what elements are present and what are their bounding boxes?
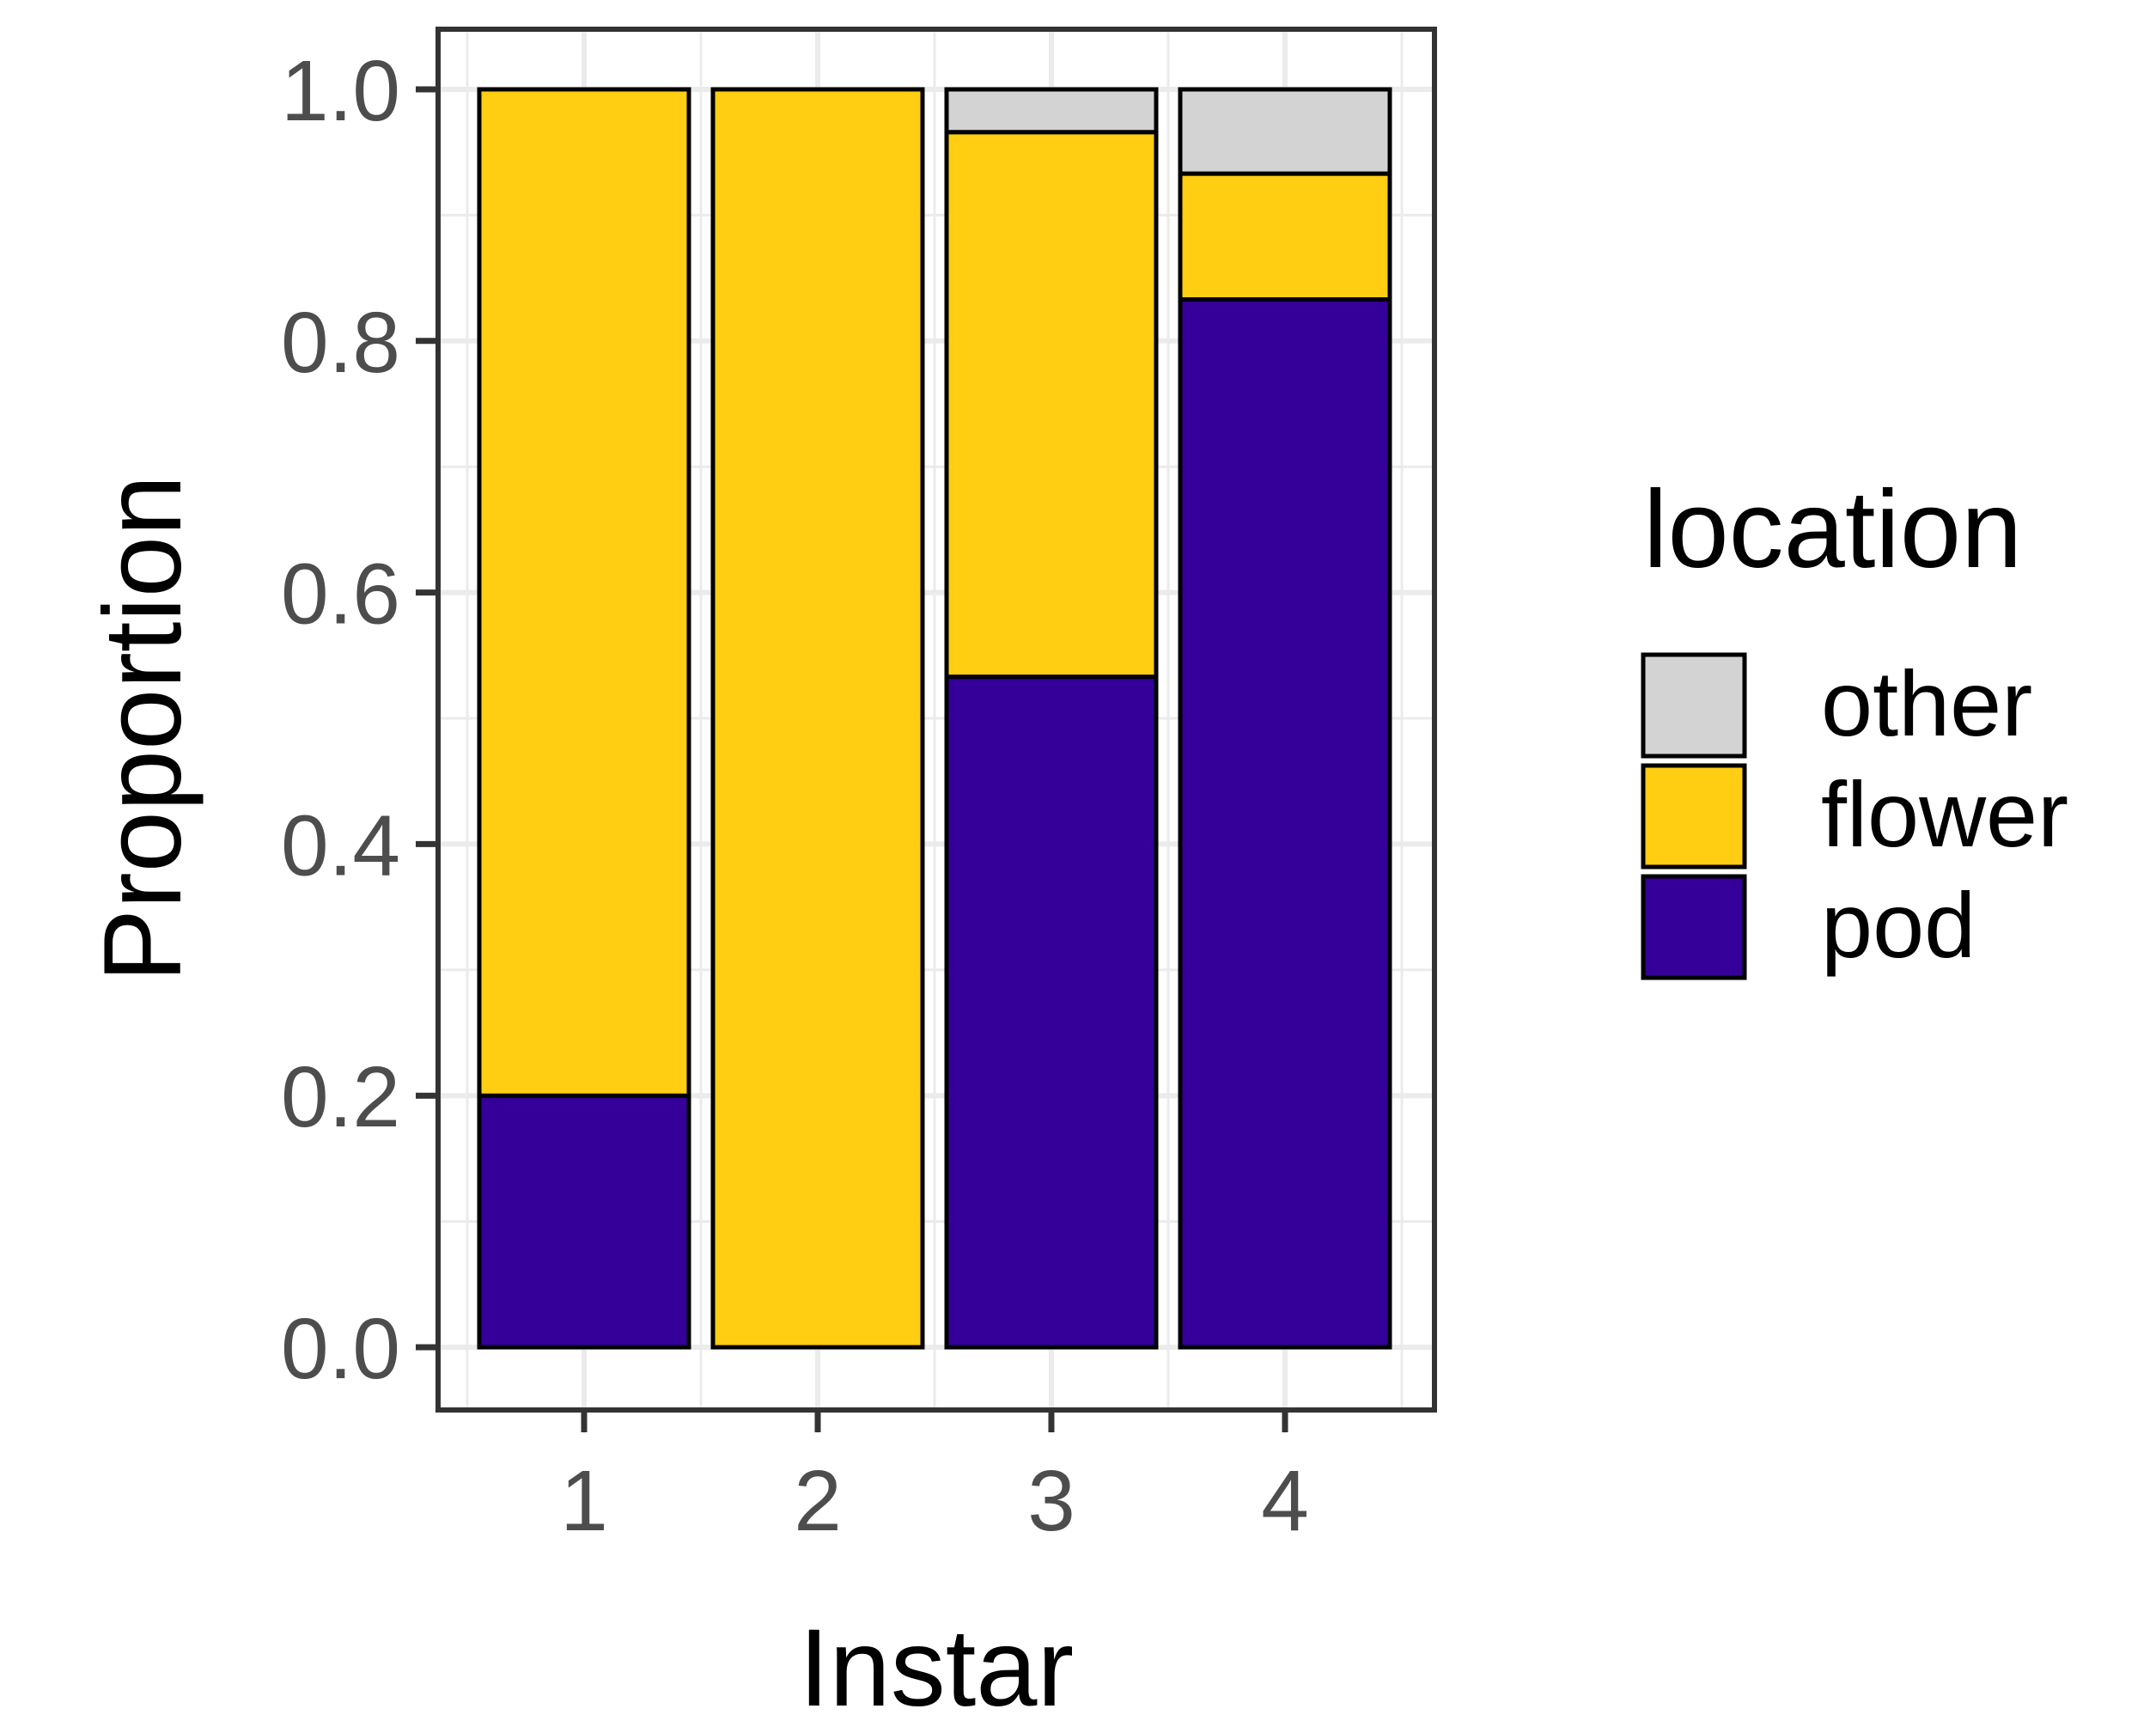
legend-title: location	[1643, 468, 2022, 591]
y-tick-label: 0.6	[281, 546, 400, 643]
bars	[477, 87, 1392, 1350]
y-axis-title: Proportion	[82, 475, 204, 983]
legend-key-pod	[1641, 874, 1747, 980]
legend-key-flower	[1641, 763, 1747, 870]
y-tick-label: 0.4	[281, 797, 400, 894]
legend-label-pod: pod	[1821, 873, 1976, 977]
bar-segment-flower-instar-4	[1178, 171, 1392, 302]
legend-label-other: other	[1821, 651, 2032, 755]
x-axis: 1 2 3 4	[560, 1410, 1309, 1549]
bar-segment-other-instar-4	[1178, 87, 1392, 176]
x-tick-label: 2	[794, 1453, 842, 1549]
bar-segment-other-instar-3	[944, 87, 1159, 135]
bar-segment-pod-instar-3	[944, 674, 1159, 1350]
bar-segment-flower-instar-3	[944, 130, 1159, 680]
plot-panel-border	[435, 27, 1437, 1413]
y-tick-label: 0.8	[281, 295, 400, 391]
y-tick-label: 1.0	[281, 43, 400, 139]
x-tick-label: 1	[560, 1453, 608, 1549]
bar-segment-pod-instar-1	[477, 1093, 691, 1350]
x-axis-title: Instar	[799, 1607, 1074, 1721]
x-tick-label: 3	[1027, 1453, 1075, 1549]
bar-segment-flower-instar-1	[477, 87, 691, 1098]
bar-segment-pod-instar-4	[1178, 296, 1392, 1350]
x-tick-label: 4	[1261, 1453, 1309, 1549]
legend-label-flower: flower	[1821, 762, 2068, 866]
y-axis: 0.0 0.2 0.4 0.6 0.8 1.0	[281, 43, 438, 1397]
legend-key-other	[1641, 652, 1747, 759]
bar-segment-flower-instar-2	[710, 87, 925, 1350]
y-tick-label: 0.0	[281, 1301, 400, 1397]
y-tick-label: 0.2	[281, 1049, 400, 1145]
